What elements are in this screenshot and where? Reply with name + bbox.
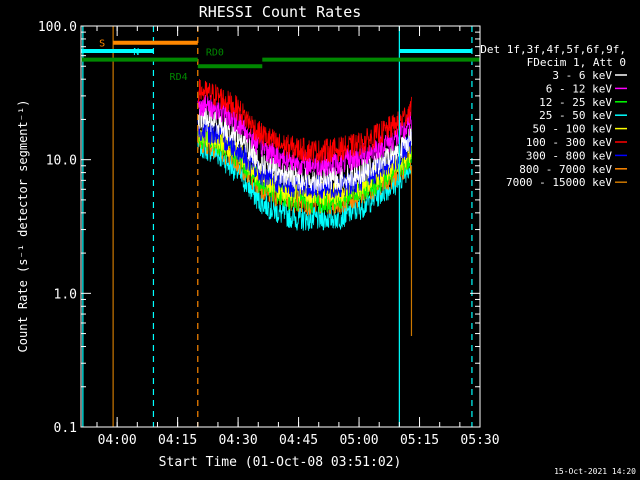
footer-timestamp: 15-Oct-2021 14:20 [554, 467, 636, 476]
vertical-markers [82, 26, 473, 427]
y-axis: 0.1 1.0 10.0 100.0 [38, 20, 480, 436]
x-tick-label: 05:00 [339, 433, 378, 448]
legend-entry-label: 3 - 6 keV [552, 69, 612, 82]
y-tick-label: 1.0 [54, 287, 77, 302]
y-tick-label: 100.0 [38, 20, 77, 35]
state-bar-label: RD0 [206, 48, 224, 59]
legend-entry-label: 100 - 300 keV [526, 136, 612, 149]
x-tick-label: 05:15 [400, 433, 439, 448]
plot-frame [80, 25, 481, 428]
x-tick-label: 04:45 [279, 433, 318, 448]
x-axis-label: Start Time (01-Oct-08 03:51:02) [159, 455, 402, 470]
legend-entry-label: 6 - 12 keV [546, 82, 613, 95]
chart-title: RHESSI Count Rates [199, 3, 362, 21]
x-tick-label: 05:30 [460, 433, 499, 448]
legend-entry-label: 12 - 25 keV [539, 96, 612, 109]
state-bar-label: S [99, 39, 105, 50]
series-traces [197, 78, 413, 336]
legend-header: FDecim 1, Att 0 [527, 56, 626, 69]
y-tick-label: 10.0 [46, 154, 77, 169]
legend-entry-label: 7000 - 15000 keV [506, 176, 612, 189]
state-bar-label: N [133, 47, 139, 58]
x-tick-label: 04:00 [98, 433, 137, 448]
legend: Det 1f,3f,4f,5f,6f,9f,FDecim 1, Att 03 -… [480, 43, 627, 189]
legend-header: Det 1f,3f,4f,5f,6f,9f, [480, 43, 626, 56]
y-tick-label: 0.1 [54, 421, 77, 436]
attenuator-bars: S N RD0 RD4 [81, 39, 480, 83]
legend-entry-label: 300 - 800 keV [526, 149, 612, 162]
x-axis: 04:00 04:15 04:30 04:45 05:00 05:15 05:30 [96, 26, 500, 448]
x-tick-label: 04:30 [219, 433, 258, 448]
y-axis-label: Count Rate (s⁻¹ detector segment⁻¹) [16, 100, 30, 353]
series-line [197, 78, 412, 164]
series-line [197, 133, 412, 231]
legend-entry-label: 25 - 50 keV [539, 109, 612, 122]
x-tick-label: 04:15 [158, 433, 197, 448]
state-bar-label: RD4 [170, 72, 188, 83]
legend-entry-label: 50 - 100 keV [533, 123, 613, 136]
legend-entry-label: 800 - 7000 keV [519, 163, 612, 176]
series-line [197, 104, 412, 192]
